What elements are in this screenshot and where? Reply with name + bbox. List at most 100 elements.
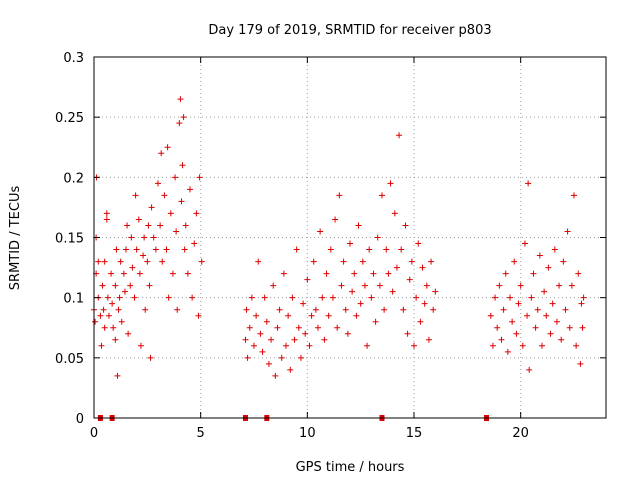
data-point (513, 330, 520, 337)
data-point (118, 318, 125, 325)
data-point (150, 234, 157, 241)
grid-lines (94, 57, 606, 418)
data-point (507, 294, 513, 301)
data-point (174, 306, 181, 313)
data-point (108, 270, 115, 277)
data-point (144, 258, 151, 265)
data-point (103, 216, 110, 223)
data-point (336, 192, 343, 199)
data-point (573, 342, 580, 349)
data-point (568, 282, 575, 289)
data-point (195, 312, 202, 319)
data-point (411, 342, 417, 349)
data-point (545, 264, 552, 271)
y-tick-label: 0.25 (55, 111, 84, 126)
data-point (172, 174, 179, 181)
axis-ticks (93, 56, 606, 419)
data-point (578, 300, 585, 307)
data-point (265, 360, 272, 367)
data-point (283, 342, 289, 349)
data-point (110, 324, 117, 331)
data-point (157, 222, 164, 229)
data-point (123, 246, 129, 253)
data-point (92, 318, 99, 325)
x-tick-label: 0 (90, 426, 98, 441)
data-point (361, 282, 368, 289)
data-point (287, 366, 294, 373)
data-point (141, 234, 148, 241)
data-point (327, 246, 334, 253)
data-point (104, 294, 111, 301)
data-point (389, 288, 396, 295)
data-point (577, 360, 584, 367)
data-point (396, 132, 403, 139)
data-point (312, 306, 319, 313)
data-point (113, 246, 120, 253)
data-point (278, 354, 285, 361)
data-point (366, 246, 373, 253)
data-point (167, 210, 174, 217)
data-point (243, 306, 250, 313)
data-point (117, 258, 124, 265)
data-point (504, 348, 511, 355)
data-point (357, 300, 364, 307)
data-point (285, 312, 292, 319)
data-point (580, 294, 587, 301)
data-point (248, 294, 255, 301)
data-point (196, 174, 203, 181)
data-point (165, 294, 172, 301)
data-point (353, 312, 360, 319)
data-point (432, 288, 439, 295)
data-point (319, 294, 326, 301)
data-point (127, 282, 134, 289)
data-point (98, 342, 105, 349)
data-point (560, 258, 567, 265)
data-point (385, 270, 392, 277)
data-point (334, 324, 341, 331)
data-point (295, 324, 302, 331)
data-point (116, 294, 123, 301)
data-point (178, 198, 185, 205)
data-point (534, 306, 541, 313)
data-point (145, 222, 152, 229)
data-point (131, 294, 138, 301)
data-point (417, 318, 424, 325)
data-point (558, 336, 565, 343)
data-point (133, 246, 140, 253)
data-point (511, 258, 518, 265)
data-point (132, 192, 139, 199)
data-point (274, 324, 281, 331)
data-point (349, 288, 356, 295)
data-point (430, 306, 437, 313)
data-point (293, 246, 300, 253)
data-point (146, 282, 153, 289)
data-point (304, 276, 311, 283)
data-point (517, 282, 524, 289)
data-point (351, 270, 358, 277)
data-point (244, 354, 251, 361)
data-point (253, 312, 260, 319)
data-point (112, 282, 119, 289)
data-point (125, 330, 132, 337)
data-point (103, 210, 110, 217)
data-point (496, 282, 503, 289)
data-point (147, 354, 154, 361)
data-point (489, 342, 496, 349)
data-point (164, 144, 171, 151)
data-point (492, 294, 499, 301)
data-point (184, 270, 191, 277)
data-point (423, 282, 430, 289)
data-point (306, 342, 313, 349)
data-point (519, 342, 526, 349)
y-tick-label: 0.15 (55, 232, 84, 247)
data-point (276, 306, 283, 313)
data-point (173, 228, 180, 235)
data-point (101, 324, 108, 331)
data-point (494, 324, 501, 331)
data-point (148, 204, 155, 211)
data-point (124, 222, 131, 229)
y-tick-label: 0.3 (63, 51, 84, 66)
data-point (112, 336, 119, 343)
data-point (391, 210, 398, 217)
